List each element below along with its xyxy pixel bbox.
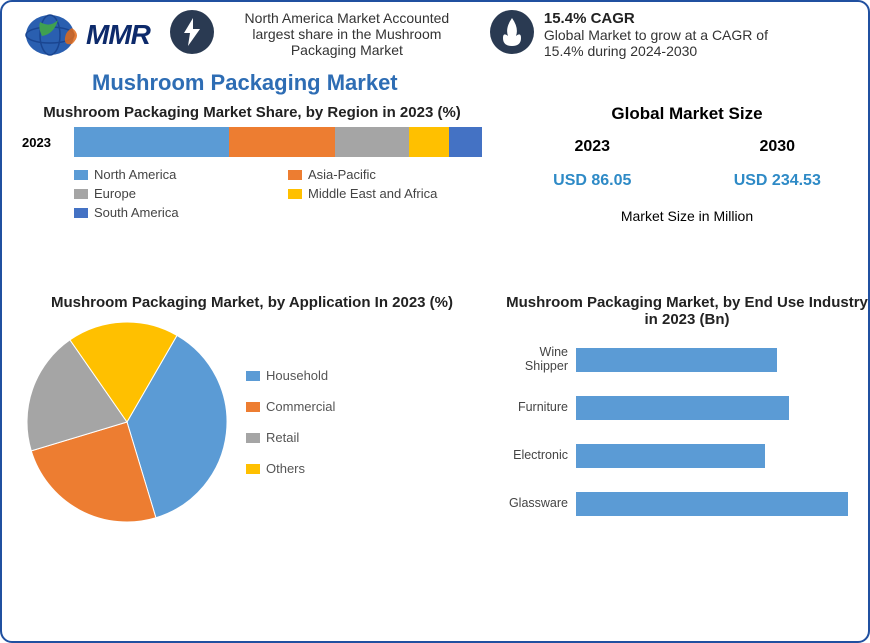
bar-track <box>576 396 870 420</box>
stat2-text: Global Market to grow at a CAGR of 15.4%… <box>544 27 790 59</box>
bar-label: Glassware <box>506 497 576 511</box>
region-chart-title: Mushroom Packaging Market Share, by Regi… <box>22 104 482 121</box>
year-value: USD 86.05 <box>553 172 631 190</box>
year-label: 2030 <box>734 138 821 156</box>
bar-label: Furniture <box>506 401 576 415</box>
bar-row: Electronic <box>506 436 870 476</box>
legend-item: Europe <box>74 186 268 201</box>
legend-item: Middle East and Africa <box>288 186 482 201</box>
bar-label: Wine Shipper <box>506 346 576 374</box>
bar-track <box>576 348 870 372</box>
legend-label: North America <box>94 167 176 182</box>
legend-label: Commercial <box>266 399 335 414</box>
legend-label: Asia-Pacific <box>308 167 376 182</box>
stat1-text: North America Market Accounted largest s… <box>224 10 470 58</box>
legend-swatch <box>246 433 260 443</box>
legend-swatch <box>74 189 88 199</box>
pie-legend: Household Commercial Retail Others <box>246 368 335 476</box>
legend-label: Others <box>266 461 305 476</box>
market-size-col-2023: 2023 USD 86.05 <box>553 138 631 190</box>
logo: MMR <box>22 10 150 60</box>
market-size-col-2030: 2030 USD 234.53 <box>734 138 821 190</box>
bar-chart-title: Mushroom Packaging Market, by End Use In… <box>502 294 870 328</box>
market-size-panel: Global Market Size 2023 USD 86.05 2030 U… <box>502 104 870 284</box>
end-use-bar-chart: Mushroom Packaging Market, by End Use In… <box>502 294 870 554</box>
legend-label: Household <box>266 368 328 383</box>
bar-track <box>576 492 870 516</box>
flame-icon <box>490 10 534 54</box>
year-label: 2023 <box>553 138 631 156</box>
legend-swatch <box>288 189 302 199</box>
bar-value <box>576 396 789 420</box>
legend-label: South America <box>94 205 179 220</box>
region-segment <box>229 127 335 157</box>
bar-label: Electronic <box>506 449 576 463</box>
legend-item: Commercial <box>246 399 335 414</box>
stat-cagr: 15.4% CAGR Global Market to grow at a CA… <box>490 10 790 59</box>
bar-chart-area: Wine Shipper Furniture Electronic Glassware <box>502 334 870 534</box>
bar-value <box>576 348 777 372</box>
bar-row: Furniture <box>506 388 870 428</box>
legend-item: Household <box>246 368 335 383</box>
legend-label: Middle East and Africa <box>308 186 437 201</box>
globe-icon <box>22 10 82 60</box>
main-title: Mushroom Packaging Market <box>2 64 868 104</box>
legend-item: Retail <box>246 430 335 445</box>
bolt-icon <box>170 10 214 54</box>
bar-value <box>576 444 765 468</box>
bar-value <box>576 492 848 516</box>
legend-swatch <box>246 464 260 474</box>
legend-item: Others <box>246 461 335 476</box>
region-share-chart: Mushroom Packaging Market Share, by Regi… <box>22 104 482 284</box>
top-bar: MMR North America Market Accounted large… <box>2 2 868 64</box>
region-stacked-bar <box>74 127 482 157</box>
region-segment <box>335 127 408 157</box>
bar-track <box>576 444 870 468</box>
region-segment <box>74 127 229 157</box>
market-size-note: Market Size in Million <box>502 208 870 224</box>
legend-item: South America <box>74 205 268 220</box>
legend-swatch <box>288 170 302 180</box>
stat-north-america: North America Market Accounted largest s… <box>170 10 470 58</box>
legend-item: Asia-Pacific <box>288 167 482 182</box>
pie-chart-title: Mushroom Packaging Market, by Applicatio… <box>22 294 482 311</box>
application-pie-chart: Mushroom Packaging Market, by Applicatio… <box>22 294 482 554</box>
legend-label: Europe <box>94 186 136 201</box>
legend-label: Retail <box>266 430 299 445</box>
stat2-title: 15.4% CAGR <box>544 10 790 27</box>
region-legend: North America Asia-Pacific Europe Middle Ea… <box>74 167 482 220</box>
bar-row: Wine Shipper <box>506 340 870 380</box>
year-value: USD 234.53 <box>734 172 821 190</box>
legend-item: North America <box>74 167 268 182</box>
pie-chart-graphic <box>22 317 232 527</box>
legend-swatch <box>74 208 88 218</box>
region-segment <box>449 127 482 157</box>
legend-swatch <box>246 402 260 412</box>
logo-text: MMR <box>86 19 150 51</box>
legend-swatch <box>74 170 88 180</box>
region-segment <box>409 127 450 157</box>
legend-swatch <box>246 371 260 381</box>
bar-row: Glassware <box>506 484 870 524</box>
market-size-title: Global Market Size <box>502 104 870 124</box>
region-row-label: 2023 <box>22 135 66 150</box>
